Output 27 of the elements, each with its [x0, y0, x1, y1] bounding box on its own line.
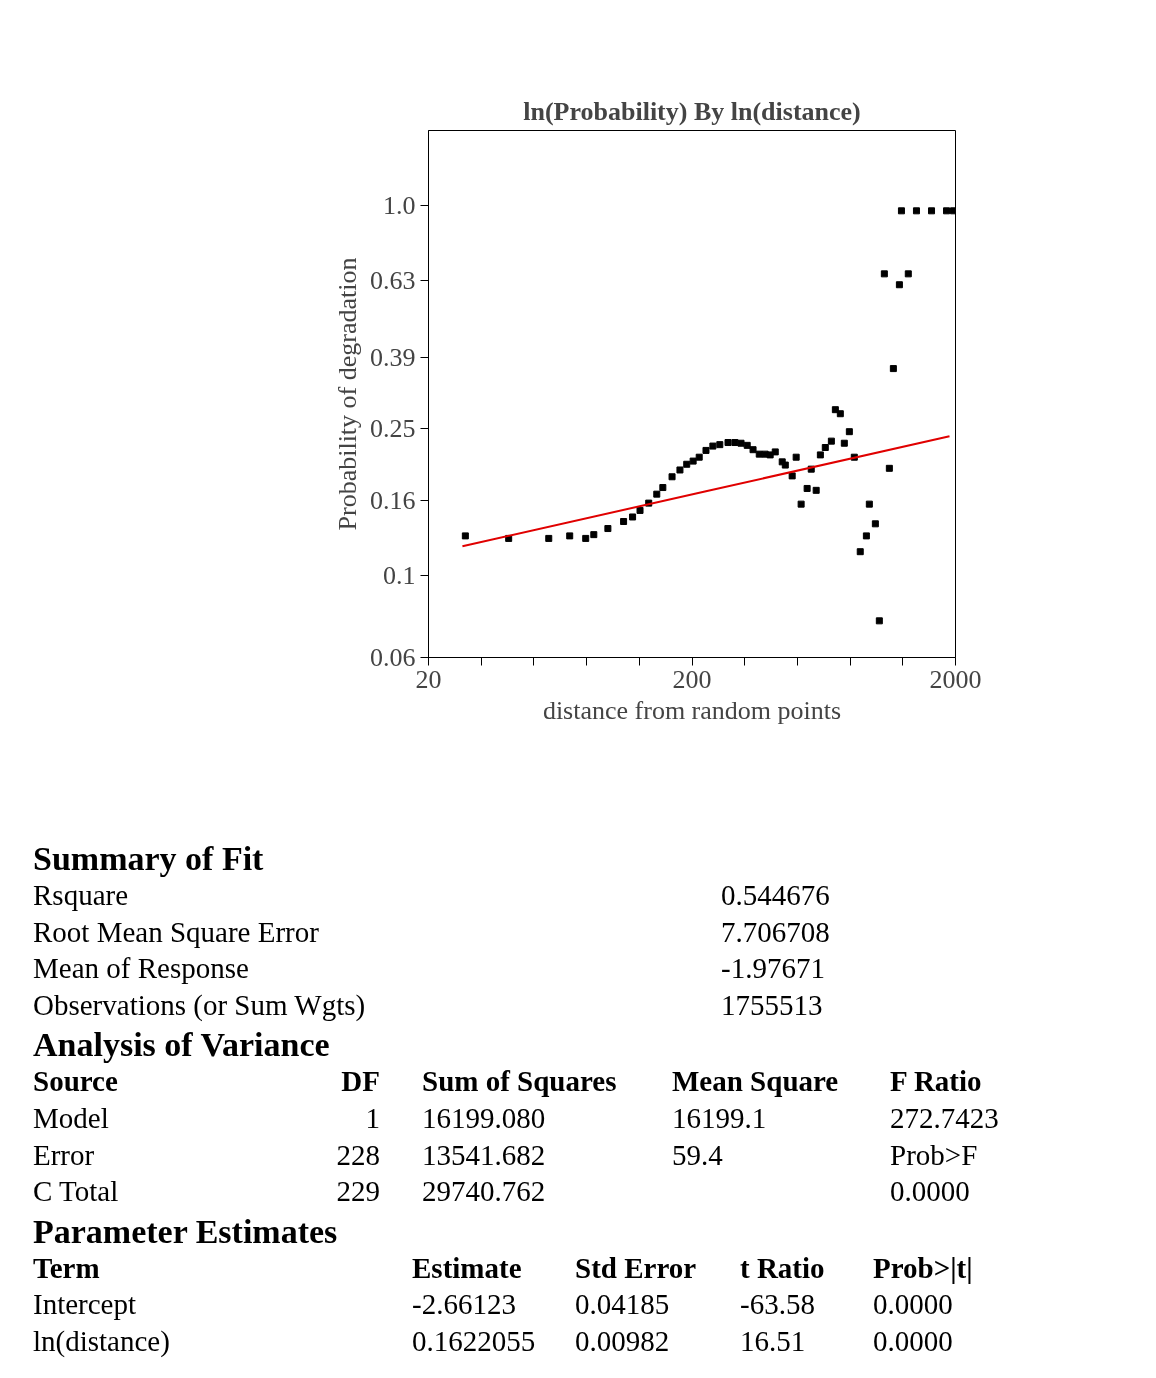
text: Root Mean Square Error 7.706708 [33, 915, 830, 948]
text: Observations (or Sum Wgts) 1755513 [33, 988, 823, 1021]
y-tick-label: 0.06 [370, 643, 416, 672]
text: ln(distance) 0.1622055 0.00982 16.51 0.0000 [33, 1325, 953, 1357]
x-axis-title: distance from random points [542, 695, 842, 725]
text: Intercept -2.66123 0.04185 -63.58 0.0000 [33, 1288, 953, 1321]
text: Term Estimate Std Error t Ratio Prob>|t| [33, 1251, 973, 1284]
y-tick-label: 0.25 [370, 413, 416, 443]
y-axis-title: Probability of degradation [333, 257, 362, 531]
text: Parameter Estimates [33, 1212, 338, 1250]
x-tick-label: 20 [415, 664, 442, 694]
text: C Total 229 29740.762 0.0000 [33, 1175, 970, 1208]
text: Model 1 16199.080 16199.1 272.7423 [33, 1102, 999, 1134]
y-tick-label: 0.1 [383, 561, 416, 591]
y-tick-label: 0.39 [370, 342, 416, 372]
text: Mean of Response -1.97671 [33, 952, 825, 985]
text: Rsquare 0.544676 [33, 879, 830, 911]
text: Analysis of Variance [33, 1026, 330, 1064]
y-tick-label: 0.63 [370, 265, 416, 295]
text: Summary of Fit [33, 840, 264, 877]
text: Source DF Sum of Squares Mean Square F Ratio [33, 1065, 982, 1098]
y-tick-label: 0.16 [370, 485, 416, 515]
text: Error 228 13541.682 59.4 Prob>F [33, 1138, 978, 1171]
chart-title: ln(Probability) By ln(distance) [523, 96, 861, 126]
x-tick-label: 200 [672, 664, 712, 694]
y-tick-label: 1.0 [383, 191, 416, 221]
x-tick-label: 2000 [929, 664, 982, 694]
